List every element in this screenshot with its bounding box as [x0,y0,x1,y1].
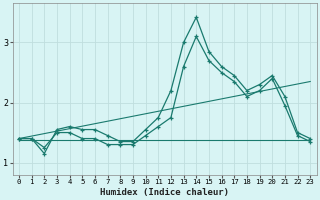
X-axis label: Humidex (Indice chaleur): Humidex (Indice chaleur) [100,188,229,197]
